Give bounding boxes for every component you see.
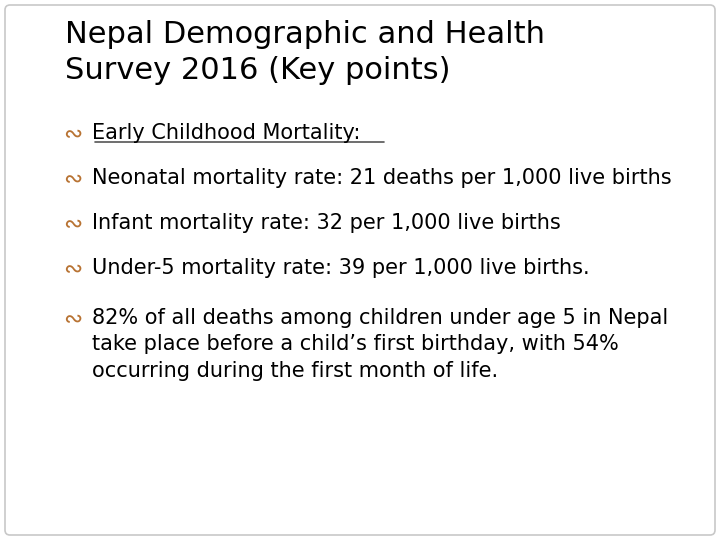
Text: Neonatal mortality rate: 21 deaths per 1,000 live births: Neonatal mortality rate: 21 deaths per 1… [92, 168, 672, 188]
Text: 82% of all deaths among children under age 5 in Nepal
take place before a child’: 82% of all deaths among children under a… [92, 308, 668, 381]
Text: ∾: ∾ [63, 123, 82, 146]
Text: Early Childhood Mortality:: Early Childhood Mortality: [92, 123, 361, 143]
Text: Under-5 mortality rate: 39 per 1,000 live births.: Under-5 mortality rate: 39 per 1,000 liv… [92, 258, 590, 278]
FancyBboxPatch shape [5, 5, 715, 535]
Text: ∾: ∾ [63, 258, 82, 281]
Text: ∾: ∾ [63, 168, 82, 191]
Text: ∾: ∾ [63, 213, 82, 236]
Text: Infant mortality rate: 32 per 1,000 live births: Infant mortality rate: 32 per 1,000 live… [92, 213, 561, 233]
Text: Nepal Demographic and Health
Survey 2016 (Key points): Nepal Demographic and Health Survey 2016… [65, 20, 545, 85]
Text: ∾: ∾ [63, 308, 82, 331]
